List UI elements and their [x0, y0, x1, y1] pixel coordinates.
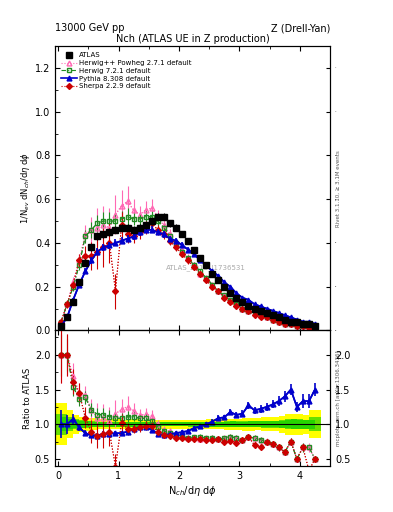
Y-axis label: 1/N$_{ev}$ dN$_{ch}$/d$\eta$ d$\phi$: 1/N$_{ev}$ dN$_{ch}$/d$\eta$ d$\phi$ — [19, 152, 32, 224]
Text: mcplots.cern.ch [arXiv:1306.3436]: mcplots.cern.ch [arXiv:1306.3436] — [336, 350, 341, 446]
X-axis label: N$_{ch}$/d$\eta$ d$\phi$: N$_{ch}$/d$\eta$ d$\phi$ — [168, 483, 217, 498]
Text: 13000 GeV pp: 13000 GeV pp — [55, 23, 125, 33]
Text: Z (Drell-Yan): Z (Drell-Yan) — [271, 23, 330, 33]
Y-axis label: Ratio to ATLAS: Ratio to ATLAS — [23, 368, 32, 429]
Text: ATLAS_2019_I1736531: ATLAS_2019_I1736531 — [166, 265, 246, 271]
Title: Nch (ATLAS UE in Z production): Nch (ATLAS UE in Z production) — [116, 34, 270, 44]
Legend: ATLAS, Herwig++ Powheg 2.7.1 default, Herwig 7.2.1 default, Pythia 8.308 default: ATLAS, Herwig++ Powheg 2.7.1 default, He… — [61, 52, 192, 89]
Text: Rivet 3.1.10, ≥ 3.1M events: Rivet 3.1.10, ≥ 3.1M events — [336, 150, 341, 227]
